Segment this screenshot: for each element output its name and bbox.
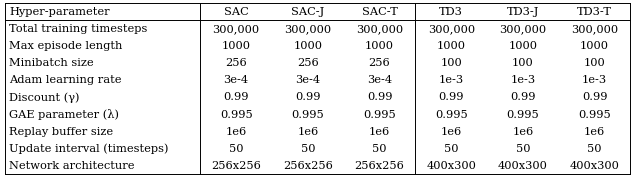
Text: Minibatch size: Minibatch size: [9, 58, 93, 68]
Text: GAE parameter (λ): GAE parameter (λ): [9, 109, 119, 120]
Text: TD3-T: TD3-T: [577, 7, 612, 17]
Text: Max episode length: Max episode length: [9, 41, 122, 51]
Text: 400x300: 400x300: [498, 161, 548, 171]
Text: 100: 100: [440, 58, 462, 68]
Text: 0.99: 0.99: [295, 93, 321, 102]
Text: 0.99: 0.99: [223, 93, 249, 102]
Text: 256x256: 256x256: [283, 161, 333, 171]
Text: 256: 256: [369, 58, 390, 68]
Text: Replay buffer size: Replay buffer size: [9, 127, 113, 137]
Text: 1e6: 1e6: [512, 127, 534, 137]
Text: 300,000: 300,000: [499, 24, 547, 34]
Text: 256x256: 256x256: [211, 161, 261, 171]
Text: 1000: 1000: [436, 41, 466, 51]
Text: 0.995: 0.995: [291, 110, 324, 119]
Text: 3e-4: 3e-4: [295, 75, 321, 85]
Text: 1000: 1000: [293, 41, 323, 51]
Text: SAC-J: SAC-J: [291, 7, 324, 17]
Text: 50: 50: [588, 144, 602, 154]
Text: 1e6: 1e6: [440, 127, 462, 137]
Text: 400x300: 400x300: [570, 161, 620, 171]
Text: 1e6: 1e6: [225, 127, 247, 137]
Text: 0.995: 0.995: [220, 110, 253, 119]
Text: Update interval (timesteps): Update interval (timesteps): [9, 144, 168, 154]
Text: 300,000: 300,000: [356, 24, 403, 34]
Text: 1e-3: 1e-3: [438, 75, 464, 85]
Text: 300,000: 300,000: [284, 24, 332, 34]
Text: SAC: SAC: [224, 7, 248, 17]
Text: 50: 50: [444, 144, 458, 154]
Text: SAC-T: SAC-T: [362, 7, 397, 17]
Text: 256: 256: [297, 58, 319, 68]
Text: 400x300: 400x300: [426, 161, 476, 171]
Text: 1000: 1000: [580, 41, 609, 51]
Text: 300,000: 300,000: [212, 24, 260, 34]
Text: 1e6: 1e6: [297, 127, 319, 137]
Text: Total training timesteps: Total training timesteps: [9, 24, 147, 34]
Text: 300,000: 300,000: [428, 24, 475, 34]
Text: TD3-J: TD3-J: [507, 7, 539, 17]
Text: 1e6: 1e6: [584, 127, 605, 137]
Text: 50: 50: [372, 144, 387, 154]
Text: Adam learning rate: Adam learning rate: [9, 75, 122, 85]
Text: 1000: 1000: [365, 41, 394, 51]
Text: 256x256: 256x256: [355, 161, 404, 171]
Text: Hyper-parameter: Hyper-parameter: [9, 7, 109, 17]
Text: 1000: 1000: [508, 41, 538, 51]
Text: 0.995: 0.995: [506, 110, 540, 119]
Text: 300,000: 300,000: [571, 24, 618, 34]
Text: TD3: TD3: [439, 7, 463, 17]
Text: 1e-3: 1e-3: [510, 75, 536, 85]
Text: 0.99: 0.99: [510, 93, 536, 102]
Text: 1e-3: 1e-3: [582, 75, 607, 85]
Text: 100: 100: [512, 58, 534, 68]
Text: 50: 50: [301, 144, 315, 154]
Text: Network architecture: Network architecture: [9, 161, 134, 171]
Text: 0.99: 0.99: [438, 93, 464, 102]
Text: 0.995: 0.995: [578, 110, 611, 119]
Text: 0.99: 0.99: [582, 93, 607, 102]
Text: 3e-4: 3e-4: [367, 75, 392, 85]
Text: 100: 100: [584, 58, 605, 68]
Text: 0.99: 0.99: [367, 93, 392, 102]
Text: 0.995: 0.995: [363, 110, 396, 119]
Text: 1e6: 1e6: [369, 127, 390, 137]
Text: Discount (γ): Discount (γ): [9, 92, 79, 103]
Text: 0.995: 0.995: [435, 110, 468, 119]
Text: 1000: 1000: [221, 41, 251, 51]
Text: 256: 256: [225, 58, 247, 68]
Text: 3e-4: 3e-4: [223, 75, 249, 85]
Text: 50: 50: [516, 144, 530, 154]
Text: 50: 50: [229, 144, 243, 154]
